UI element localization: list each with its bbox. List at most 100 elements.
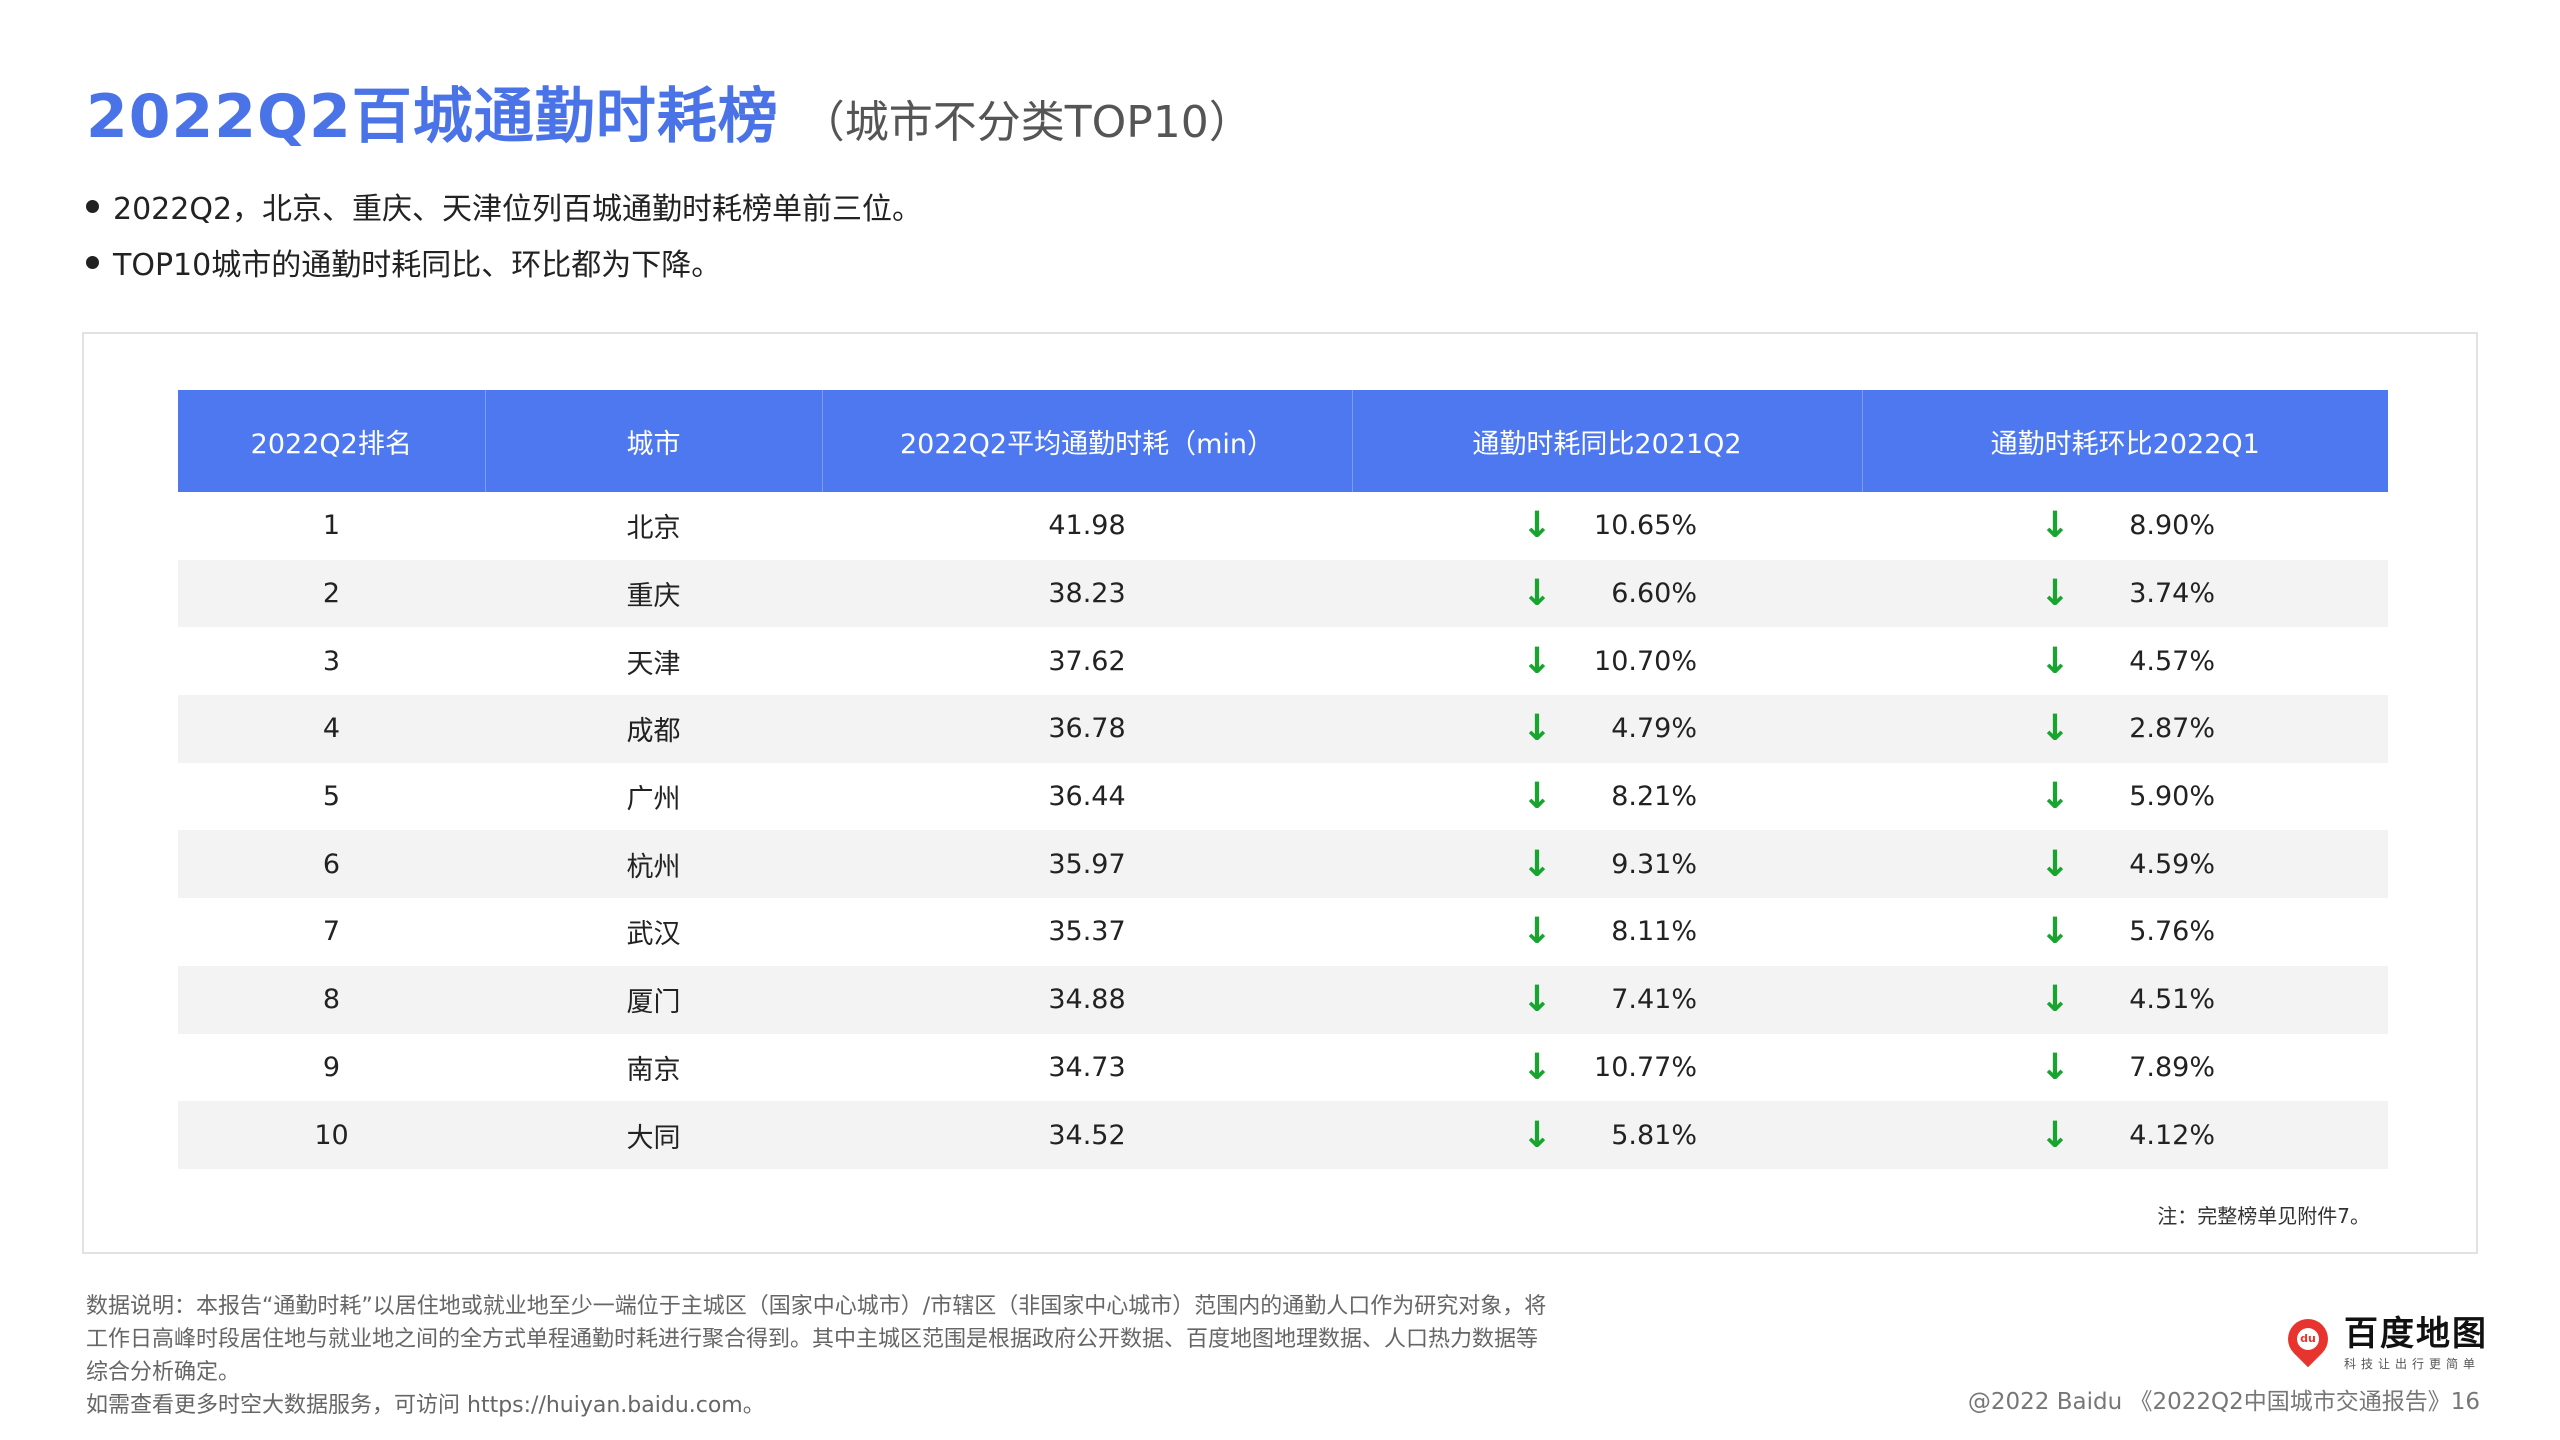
avg-time-cell: 41.98 [1048, 510, 1126, 542]
yoy-value: 7.41% [1611, 984, 1697, 1016]
rank-cell: 7 [322, 916, 341, 948]
table-row: 2 重庆 38.23 ↓ 6.60% ↓ 3.74% [178, 559, 2388, 628]
yoy-cell: ↓ 5.81% [1352, 1101, 1862, 1169]
column-header-city: 城市 [485, 390, 823, 492]
yoy-cell: ↓ 9.31% [1352, 830, 1862, 899]
description-line: 数据说明：本报告“通勤时耗”以居住地或就业地至少一端位于主城区（国家中心城市）/… [86, 1294, 1547, 1319]
data-description: 数据说明：本报告“通勤时耗”以居住地或就业地至少一端位于主城区（国家中心城市）/… [86, 1290, 1646, 1422]
yoy-value: 8.21% [1611, 781, 1697, 813]
summary-bullets: 2022Q2，北京、重庆、天津位列百城通勤时耗榜单前三位。 TOP10城市的通勤… [86, 178, 922, 290]
yoy-cell: ↓ 10.77% [1352, 1034, 1862, 1102]
rank-cell: 1 [322, 510, 341, 542]
column-header-qoq: 通勤时耗环比2022Q1 [1862, 390, 2388, 492]
qoq-cell: ↓ 5.90% [1862, 763, 2388, 831]
down-arrow-icon: ↓ [2039, 911, 2071, 953]
city-cell: 成都 [485, 695, 822, 763]
city-cell: 厦门 [485, 965, 822, 1034]
down-arrow-icon: ↓ [2039, 979, 2071, 1021]
description-line: 工作日高峰时段居住地与就业地之间的全方式单程通勤时耗进行聚合得到。其中主城区范围… [86, 1327, 1539, 1352]
yoy-value: 4.79% [1611, 713, 1697, 745]
city-cell: 武汉 [626, 919, 681, 951]
table-row: 8 厦门 34.88 ↓ 7.41% ↓ 4.51% [178, 965, 2388, 1034]
down-arrow-icon: ↓ [1521, 911, 1553, 953]
rank-cell: 3 [322, 645, 341, 677]
table-row: 1 北京 41.98 ↓ 10.65% ↓ 8.90% [178, 492, 2388, 560]
map-pin-icon: du [2279, 1310, 2337, 1368]
description-line: 综合分析确定。 [86, 1360, 241, 1385]
down-arrow-icon: ↓ [2039, 1114, 2071, 1156]
yoy-cell: ↓ 6.60% [1352, 559, 1862, 628]
logo-slogan: 科技让出行更简单 [2344, 1357, 2481, 1371]
yoy-value: 8.11% [1611, 916, 1697, 948]
avg-time-cell: 36.78 [822, 695, 1352, 763]
rank-cell: 8 [178, 965, 485, 1034]
rank-cell: 9 [322, 1051, 341, 1083]
city-cell: 杭州 [485, 830, 822, 899]
yoy-cell: ↓ 8.21% [1352, 763, 1862, 831]
column-header-rank: 2022Q2排名 [178, 390, 486, 492]
qoq-cell: ↓ 5.76% [1862, 898, 2388, 966]
table-row: 9 南京 34.73 ↓ 10.77% ↓ 7.89% [178, 1034, 2388, 1102]
down-arrow-icon: ↓ [1521, 843, 1553, 885]
city-cell: 北京 [626, 513, 681, 545]
down-arrow-icon: ↓ [1521, 979, 1553, 1021]
qoq-cell: ↓ 3.74% [1862, 559, 2388, 628]
table-header-row: 2022Q2排名 城市 2022Q2平均通勤时耗（min） 通勤时耗同比2021… [178, 390, 2388, 492]
bullet-text: TOP10城市的通勤时耗同比、环比都为下降。 [113, 248, 722, 283]
table-row: 10 大同 34.52 ↓ 5.81% ↓ 4.12% [178, 1101, 2388, 1169]
down-arrow-icon: ↓ [2039, 708, 2071, 750]
qoq-value: 8.90% [2129, 510, 2215, 542]
yoy-value: 6.60% [1611, 578, 1697, 610]
qoq-cell: ↓ 4.57% [1862, 627, 2388, 695]
qoq-value: 3.74% [2129, 578, 2215, 610]
avg-time-cell: 34.52 [822, 1101, 1352, 1169]
avg-time-cell: 35.37 [1048, 916, 1126, 948]
bullet-dot-icon [86, 255, 99, 269]
avg-time-cell: 36.44 [1048, 781, 1126, 813]
down-arrow-icon: ↓ [1521, 1046, 1553, 1088]
city-cell: 大同 [485, 1101, 822, 1169]
bullet-text: 2022Q2，北京、重庆、天津位列百城通勤时耗榜单前三位。 [113, 192, 923, 227]
down-arrow-icon: ↓ [2039, 640, 2071, 682]
column-header-avg: 2022Q2平均通勤时耗（min） [822, 390, 1353, 492]
yoy-value: 10.77% [1594, 1051, 1697, 1083]
city-cell: 广州 [626, 784, 681, 816]
down-arrow-icon: ↓ [2039, 843, 2071, 885]
yoy-value: 5.81% [1611, 1119, 1697, 1151]
logo-text: 百度地图 [2344, 1314, 2488, 1354]
qoq-value: 4.59% [2129, 848, 2215, 880]
rank-cell: 4 [178, 695, 485, 763]
page-subtitle: （城市不分类TOP10） [800, 97, 1253, 148]
down-arrow-icon: ↓ [2039, 505, 2071, 547]
table-row: 4 成都 36.78 ↓ 4.79% ↓ 2.87% [178, 695, 2388, 763]
down-arrow-icon: ↓ [1521, 640, 1553, 682]
qoq-value: 4.12% [2129, 1119, 2215, 1151]
avg-time-cell: 37.62 [1048, 645, 1126, 677]
qoq-cell: ↓ 2.87% [1862, 695, 2388, 763]
down-arrow-icon: ↓ [1521, 505, 1553, 547]
qoq-value: 5.76% [2129, 916, 2215, 948]
description-line: 如需查看更多时空大数据服务，可访问 https://huiyan.baidu.c… [86, 1393, 765, 1418]
bullet-item: 2022Q2，北京、重庆、天津位列百城通勤时耗榜单前三位。 [86, 178, 922, 234]
qoq-value: 5.90% [2129, 781, 2215, 813]
table-row: 5 广州 36.44 ↓ 8.21% ↓ 5.90% [178, 763, 2388, 831]
yoy-cell: ↓ 8.11% [1352, 898, 1862, 966]
rank-cell: 2 [178, 559, 485, 628]
page-title-row: 2022Q2百城通勤时耗榜 （城市不分类TOP10） [86, 68, 1253, 155]
down-arrow-icon: ↓ [2039, 1046, 2071, 1088]
table-note: 注：完整榜单见附件7。 [2157, 1204, 2370, 1228]
baidu-map-logo: du 百度地图 科技让出行更简单 [2279, 1306, 2488, 1372]
column-header-yoy: 通勤时耗同比2021Q2 [1352, 390, 1863, 492]
qoq-value: 2.87% [2129, 713, 2215, 745]
city-cell: 天津 [626, 648, 681, 680]
rank-cell: 10 [178, 1101, 485, 1169]
table-row: 6 杭州 35.97 ↓ 9.31% ↓ 4.59% [178, 830, 2388, 899]
bullet-dot-icon [86, 199, 99, 213]
down-arrow-icon: ↓ [1521, 1114, 1553, 1156]
qoq-value: 4.57% [2129, 645, 2215, 677]
ranking-panel: 2022Q2排名 城市 2022Q2平均通勤时耗（min） 通勤时耗同比2021… [82, 332, 2478, 1254]
rank-cell: 6 [178, 830, 485, 899]
city-cell: 南京 [626, 1054, 681, 1086]
yoy-cell: ↓ 10.70% [1352, 627, 1862, 695]
table-row: 3 天津 37.62 ↓ 10.70% ↓ 4.57% [178, 627, 2388, 695]
